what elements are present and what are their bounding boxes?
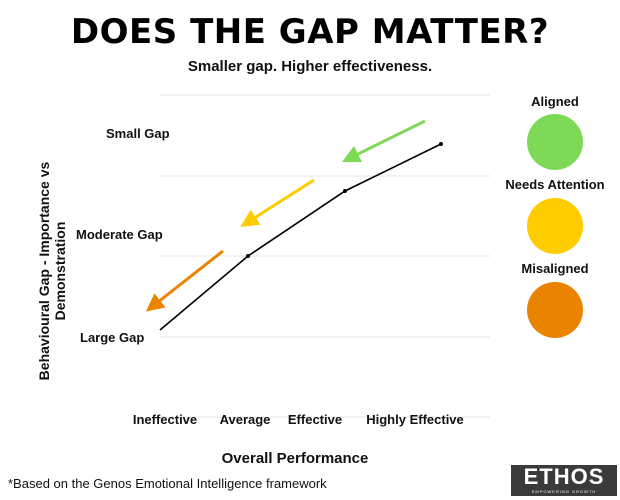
y-tick-moderate-gap: Moderate Gap (76, 227, 163, 242)
x-tick-ineffective: Ineffective (132, 412, 198, 427)
legend-dot-aligned (527, 114, 583, 170)
point (246, 254, 250, 258)
x-axis-label: Overall Performance (221, 450, 369, 467)
legend-label-aligned: Aligned (531, 94, 579, 109)
page-title: DOES THE GAP MATTER? (70, 12, 550, 52)
logo-name: ETHOS (523, 464, 605, 489)
x-tick-average: Average (219, 412, 271, 427)
misaligned-arrow (145, 249, 224, 312)
performance-line (159, 143, 442, 331)
footnote: *Based on the Genos Emotional Intelligen… (8, 476, 327, 491)
legend-dot-misaligned (527, 282, 583, 338)
y-axis-label: Behavioural Gap - Importance vs Demonstr… (36, 161, 68, 381)
x-tick-highly-effective: Highly Effective (366, 412, 464, 427)
legend-label-needs-attention: Needs Attention (505, 177, 605, 192)
y-tick-small-gap: Small Gap (106, 126, 170, 141)
aligned-arrow (341, 119, 426, 163)
point (439, 142, 443, 146)
y-tick-large-gap: Large Gap (80, 330, 145, 345)
legend-label-misaligned: Misaligned (521, 261, 589, 276)
ethos-logo: ETHOS EMPOWERING GROWTH (511, 465, 617, 496)
legend-dot-needs-attention (527, 198, 583, 254)
x-tick-effective: Effective (287, 412, 343, 427)
subtitle: Smaller gap. Higher effectiveness. (187, 58, 433, 75)
needs-attention-arrow (240, 178, 315, 227)
logo-tagline: EMPOWERING GROWTH (531, 489, 597, 494)
point (343, 189, 347, 193)
